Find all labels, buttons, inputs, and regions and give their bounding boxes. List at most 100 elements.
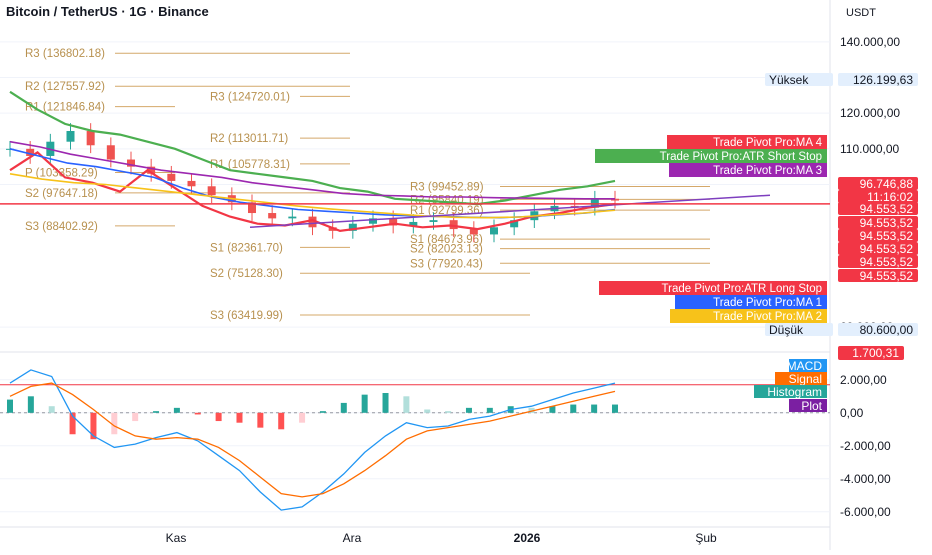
histogram-bar <box>27 396 34 413</box>
candle-body <box>127 159 135 167</box>
macd-tick-label: 0,00 <box>840 406 864 420</box>
candle-body <box>26 148 35 156</box>
macd-tick-label: 2.000,00 <box>840 373 887 387</box>
histogram-bar <box>153 411 160 413</box>
price-label: 80.600,00 <box>860 323 914 337</box>
macd-level-label-bg <box>838 346 904 360</box>
price-tick-label: 140.000,00 <box>840 35 900 49</box>
candle-body <box>510 220 519 228</box>
candle-body <box>147 166 156 174</box>
histogram-bar <box>361 394 368 413</box>
histogram-bar <box>486 407 493 413</box>
price-label-bg <box>838 216 918 229</box>
price-label-bg <box>838 323 918 336</box>
indicator-tag-bg <box>670 309 827 323</box>
histogram-bar <box>48 406 55 413</box>
time-tick-label: Kas <box>166 531 187 545</box>
candle-body <box>308 216 317 228</box>
price-label-tag: Düşük <box>769 323 804 337</box>
indicator-tag-label: Trade Pivot Pro:MA 1 <box>713 297 822 309</box>
pivot-label: S2 (75128.30) <box>210 268 283 280</box>
indicator-tag-bg <box>667 135 827 149</box>
histogram-bar <box>591 404 598 413</box>
candle-body <box>187 180 196 187</box>
pivot-label: R1 (121846.84) <box>25 102 105 114</box>
pivot-label: S2 (97647.18) <box>25 188 98 200</box>
candle-body <box>348 223 357 231</box>
price-label-bg <box>838 202 918 215</box>
price-label-bg <box>838 269 918 282</box>
macd-tag-bg <box>789 359 827 372</box>
indicator-tag-bg <box>599 281 827 295</box>
candle-body <box>106 145 115 160</box>
macd-tag-bg <box>775 372 827 385</box>
histogram-bar <box>340 402 347 413</box>
candle-body <box>207 186 216 196</box>
pivot-label: S1 (82361.70) <box>210 242 283 254</box>
price-label: 94.553,52 <box>860 229 914 243</box>
histogram-bar <box>7 399 13 413</box>
series-line-3 <box>9 140 615 200</box>
candle-body <box>268 213 277 219</box>
price-label: 94.553,52 <box>860 216 914 230</box>
signal-line <box>9 382 616 498</box>
histogram-bar <box>194 412 201 415</box>
histogram-bar <box>570 404 577 413</box>
macd-line <box>9 369 616 511</box>
indicator-tag-bg <box>675 295 827 309</box>
pivot-label: R3 (99452.89) <box>410 181 484 193</box>
price-label: 94.553,52 <box>860 269 914 283</box>
price-label: 96.746,88 <box>860 177 914 191</box>
macd-tick-label: -6.000,00 <box>840 505 891 519</box>
price-label: 94.553,52 <box>860 242 914 256</box>
macd-tag-bg <box>754 385 827 398</box>
histogram-bar <box>111 412 118 435</box>
price-label-bg <box>838 190 918 203</box>
series-line-1 <box>9 151 616 233</box>
price-label-bg <box>838 255 918 268</box>
chart-title: Bitcoin / TetherUS · 1G · Binance <box>6 4 209 19</box>
histogram-bar <box>465 407 472 413</box>
pivot-label: R3 (136802.18) <box>25 48 105 60</box>
pivot-label: S3 (63419.99) <box>210 310 283 322</box>
macd-tick-label: -4.000,00 <box>840 472 891 486</box>
indicator-tag-label: Trade Pivot Pro:MA 3 <box>713 165 822 177</box>
indicator-tag-label: Trade Pivot Pro:ATR Long Stop <box>662 283 822 295</box>
candle-body <box>369 218 377 224</box>
price-label: 94.553,52 <box>860 202 914 216</box>
candle-body <box>66 131 75 142</box>
macd-tag-label: Histogram <box>767 385 822 399</box>
indicator-tag-label: Trade Pivot Pro:MA 4 <box>713 137 822 149</box>
candle-body <box>86 131 95 146</box>
price-label: 94.553,52 <box>860 255 914 269</box>
pivot-label: R2 (127557.92) <box>25 81 105 93</box>
histogram-bar <box>382 393 389 413</box>
candle-body <box>409 221 418 226</box>
histogram-bar <box>90 412 97 440</box>
price-label-tag-bg <box>765 73 833 86</box>
histogram-bar <box>132 412 139 422</box>
pivot-label: S3 (77920.43) <box>410 258 483 270</box>
indicator-tag-label: Trade Pivot Pro:MA 2 <box>713 311 822 323</box>
pivot-label: R1 (105778.31) <box>210 159 290 171</box>
macd-tag-label: MACD <box>787 359 823 373</box>
histogram-bar <box>549 406 556 413</box>
price-tick-label: 110.000,00 <box>840 142 899 156</box>
time-tick-label: Şub <box>695 531 717 545</box>
histogram-bar <box>424 409 431 413</box>
price-label-tag-bg <box>765 323 833 336</box>
macd-tag-bg <box>789 399 827 412</box>
price-label: 11:16:02 <box>867 190 913 204</box>
histogram-bar <box>528 407 535 413</box>
indicator-tag-bg <box>595 149 827 163</box>
histogram-bar <box>257 412 264 428</box>
price-label-bg <box>838 229 918 242</box>
trend-line <box>249 194 771 229</box>
currency-label: USDT <box>846 7 876 19</box>
candle-body <box>167 173 176 181</box>
candle-body <box>469 229 478 235</box>
macd-tag-label: Signal <box>789 372 822 386</box>
price-label: 126.199,63 <box>853 73 913 87</box>
